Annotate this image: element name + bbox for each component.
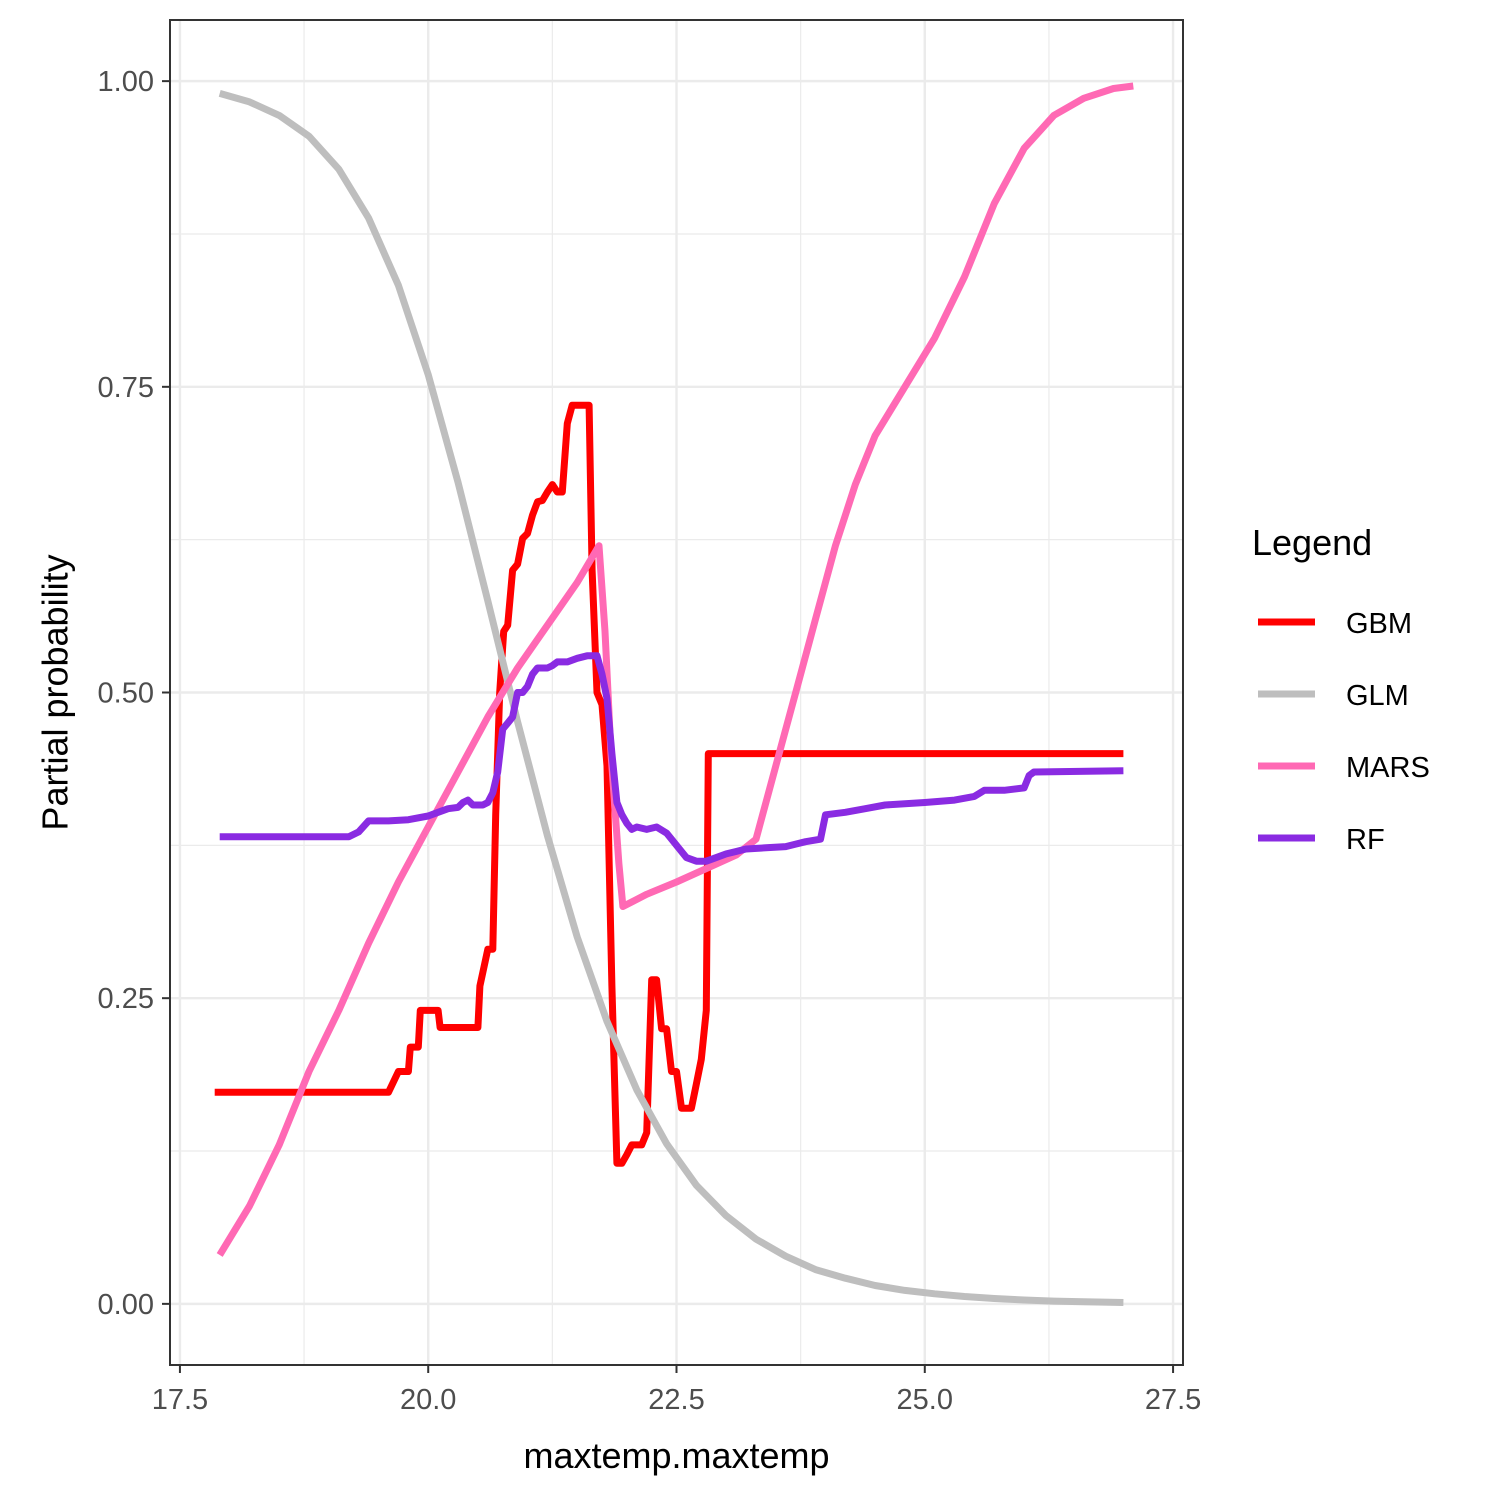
y-axis: 0.00 0.25 0.50 0.75 1.00 [98, 66, 170, 1321]
y-tick-label: 0.75 [98, 372, 154, 404]
legend-label-rf: RF [1346, 824, 1385, 856]
legend-label-mars: MARS [1346, 752, 1430, 784]
series-line-rf [219, 652, 1124, 865]
x-tick-label: 17.5 [152, 1384, 208, 1416]
legend-label-gbm: GBM [1346, 608, 1412, 640]
x-tick-label: 25.0 [897, 1384, 953, 1416]
y-tick-label: 1.00 [98, 66, 154, 98]
legend-title: Legend [1252, 522, 1372, 563]
x-tick-label: 20.0 [400, 1384, 456, 1416]
series-line-mars [216, 82, 1134, 1257]
series-line-gbm [214, 401, 1124, 1167]
y-tick-label: 0.25 [98, 983, 154, 1015]
legend: Legend GBM GLM MARS RF [1252, 522, 1430, 856]
y-tick-label: 0.50 [98, 678, 154, 710]
major-gridlines [170, 20, 1183, 1365]
x-axis: 17.5 20.0 22.5 25.0 27.5 [152, 1365, 1201, 1416]
series-line-glm [218, 90, 1124, 1306]
x-axis-title: maxtemp.maxtemp [523, 1435, 829, 1476]
y-tick-label: 0.00 [98, 1289, 154, 1321]
x-tick-label: 22.5 [648, 1384, 704, 1416]
y-axis-title: Partial probability [35, 554, 76, 830]
x-tick-label: 27.5 [1145, 1384, 1201, 1416]
legend-label-glm: GLM [1346, 680, 1409, 712]
series-lines [214, 82, 1134, 1306]
